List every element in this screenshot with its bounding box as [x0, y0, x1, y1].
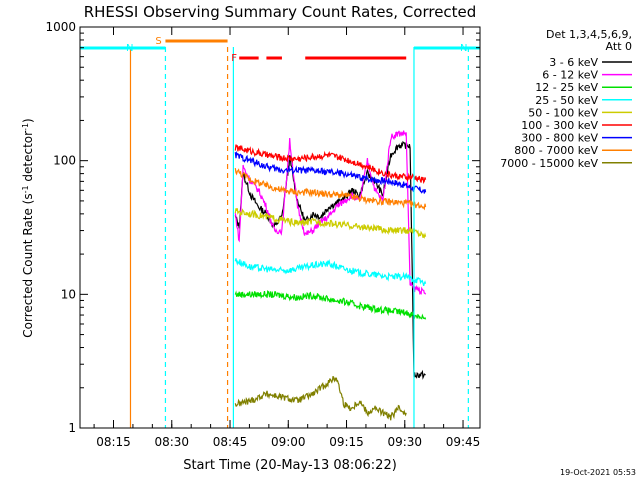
flag-label-2: N [460, 43, 467, 54]
flag-label-0: S [155, 36, 161, 47]
x-tick-label-6: 09:45 [446, 435, 481, 449]
x-tick-label-5: 09:30 [387, 435, 422, 449]
legend-header-attenuator: Att 0 [606, 40, 632, 53]
y-axis-label-sup1: -1 [21, 185, 30, 193]
plot-frame [79, 26, 481, 429]
legend-label-7: 800 - 7000 keV [514, 144, 598, 157]
vertical-markers [129, 47, 469, 428]
series-line-4 [234, 208, 427, 240]
generated-timestamp: 19-Oct-2021 05:53 [560, 468, 636, 477]
series-line-2 [234, 290, 427, 320]
legend-label-5: 100 - 300 keV [521, 119, 598, 132]
chart-title: RHESSI Observing Summary Count Rates, Co… [84, 3, 477, 21]
series-line-1 [234, 130, 427, 296]
legend-label-3: 25 - 50 keV [535, 94, 598, 107]
legend-label-4: 50 - 100 keV [528, 106, 598, 119]
flag-label-3: F [231, 53, 237, 64]
legend-header-detectors: Det 1,3,4,5,6,9, [546, 28, 632, 41]
series-line-8 [234, 375, 407, 421]
flag-label-1: N [126, 43, 133, 54]
y-axis-label-main: Corrected Count Rate (s [21, 193, 35, 337]
y-tick-label-2: 100 [53, 154, 76, 168]
plot-area [234, 130, 427, 421]
series-line-5 [234, 144, 427, 184]
x-tick-label-2: 08:45 [213, 435, 248, 449]
series-line-3 [234, 258, 427, 287]
y-axis-label: Corrected Count Rate (s-1 detector-1) [21, 118, 36, 337]
legend-label-1: 6 - 12 keV [542, 69, 598, 82]
x-tick-label-1: 08:30 [154, 435, 189, 449]
instrument-flags: S N N F [80, 36, 480, 64]
x-axis-label: Start Time (20-May-13 08:06:22) [183, 458, 397, 473]
y-tick-label-1: 10 [61, 287, 76, 301]
legend-label-0: 3 - 6 keV [549, 56, 598, 69]
x-tick-label-3: 09:00 [271, 435, 306, 449]
y-tick-label-3: 1000 [45, 20, 76, 34]
legend-label-6: 300 - 800 keV [521, 132, 598, 145]
y-axis-label-sup2: -1 [21, 123, 30, 131]
y-tick-label-0: 1 [68, 421, 76, 435]
axes: 08:15 08:30 08:45 09:00 09:15 09:30 09:45 1 10 10… [45, 20, 481, 449]
series-line-6 [234, 150, 427, 194]
series-line-7 [234, 168, 427, 211]
y-axis-label-mid: detector [21, 131, 35, 186]
x-tick-label-0: 08:15 [96, 435, 131, 449]
x-tick-label-4: 09:15 [329, 435, 364, 449]
legend-label-8: 7000 - 15000 keV [500, 157, 598, 170]
legend-label-2: 12 - 25 keV [535, 81, 598, 94]
y-axis-label-end: ) [21, 118, 35, 123]
